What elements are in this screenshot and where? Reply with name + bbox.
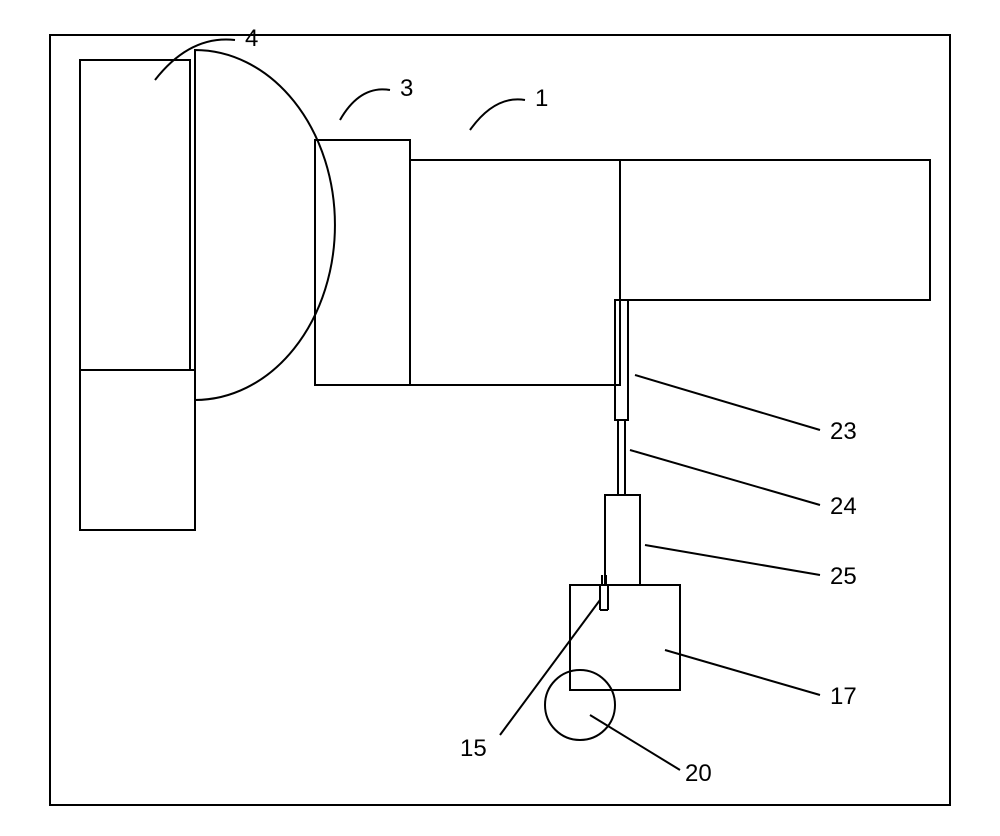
label-24: 24 — [830, 493, 857, 521]
label-15: 15 — [460, 735, 487, 763]
label-3: 3 — [400, 75, 413, 103]
label-25: 25 — [830, 563, 857, 591]
label-1: 1 — [535, 85, 548, 113]
label-20: 20 — [685, 760, 712, 788]
label-23: 23 — [830, 418, 857, 446]
label-4: 4 — [245, 25, 258, 53]
label-17: 17 — [830, 683, 857, 711]
